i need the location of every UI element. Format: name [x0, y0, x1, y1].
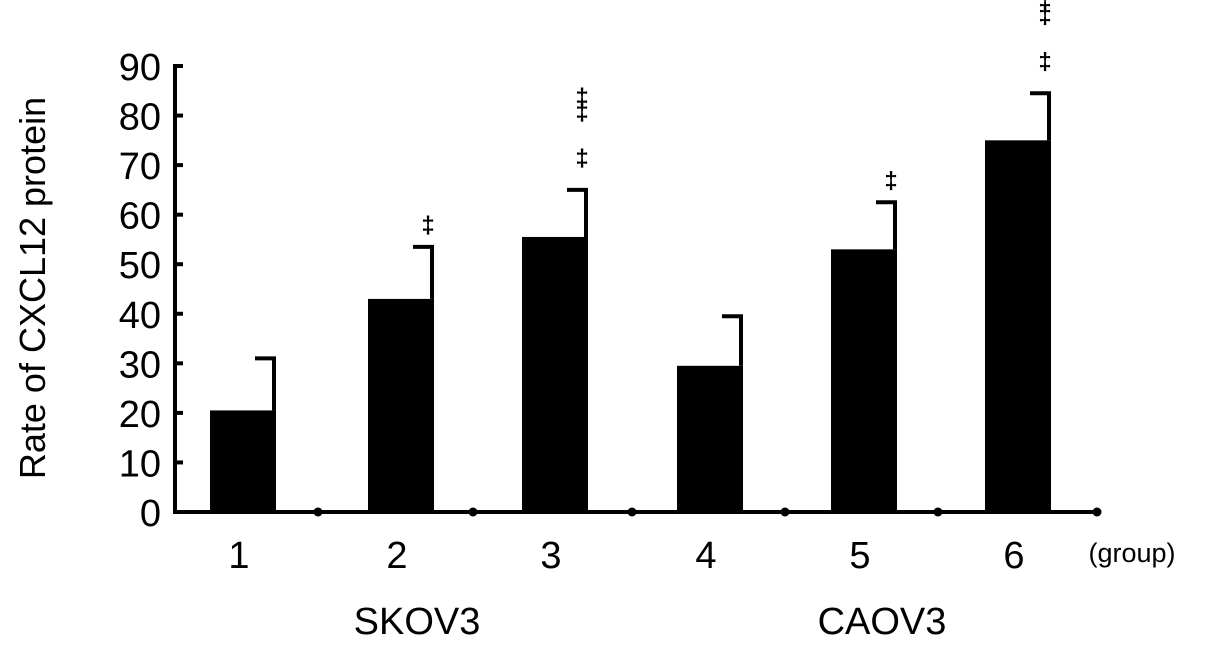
significance-marker: ‡ — [1038, 0, 1051, 14]
x-tick-label: 1 — [228, 535, 249, 577]
significance-marker: ‡ — [421, 212, 434, 239]
bar — [368, 298, 434, 512]
significance-marker: ‡ — [1038, 48, 1051, 75]
x-tick-label: 5 — [849, 535, 870, 577]
x-axis-ticks: 1 2 3 4 5 6 — [228, 535, 1024, 577]
y-tick-label: 40 — [119, 295, 161, 337]
y-tick-label: 10 — [119, 443, 161, 485]
bar — [677, 365, 743, 512]
x-axis-dot — [933, 507, 943, 517]
x-axis-dot — [313, 507, 323, 517]
group-label: SKOV3 — [354, 601, 481, 643]
significance-markers: ‡‡‡‡‡‡‡‡ — [421, 0, 1051, 239]
significance-marker: ‡ — [575, 145, 588, 172]
group-label: CAOV3 — [818, 601, 947, 643]
y-tick-label: 60 — [119, 196, 161, 238]
x-axis-dot — [468, 507, 478, 517]
y-tick-label: 70 — [119, 146, 161, 188]
x-axis-dot — [627, 507, 637, 517]
error-bars — [255, 91, 1051, 411]
x-tick-label: 6 — [1003, 535, 1024, 577]
y-tick-label: 90 — [119, 47, 161, 89]
y-tick-label: 20 — [119, 394, 161, 436]
x-tick-label: 4 — [695, 535, 716, 577]
bar — [210, 410, 276, 512]
x-axis-dot — [1092, 507, 1102, 517]
y-axis-ticks: 0 10 20 30 40 50 60 70 80 90 — [119, 47, 183, 535]
y-axis-label: Rate of CXCL12 protein — [12, 97, 53, 479]
bars — [210, 140, 1051, 513]
x-axis-unit-label: (group) — [1088, 538, 1175, 568]
x-tick-label: 2 — [386, 535, 407, 577]
group-labels: SKOV3 CAOV3 — [354, 601, 947, 643]
y-tick-label: 80 — [119, 97, 161, 139]
significance-marker: ‡ — [1038, 2, 1051, 29]
bar — [522, 236, 588, 512]
y-tick-label: 50 — [119, 245, 161, 287]
significance-marker: ‡ — [884, 167, 897, 194]
significance-marker: ‡ — [575, 84, 588, 111]
bar — [985, 140, 1051, 513]
y-tick-label: 30 — [119, 344, 161, 386]
y-tick-label: 0 — [140, 493, 161, 535]
bar — [831, 249, 897, 512]
x-axis-dot — [780, 507, 790, 517]
axes — [173, 64, 1102, 517]
x-tick-label: 3 — [540, 535, 561, 577]
significance-marker: ‡ — [575, 99, 588, 126]
